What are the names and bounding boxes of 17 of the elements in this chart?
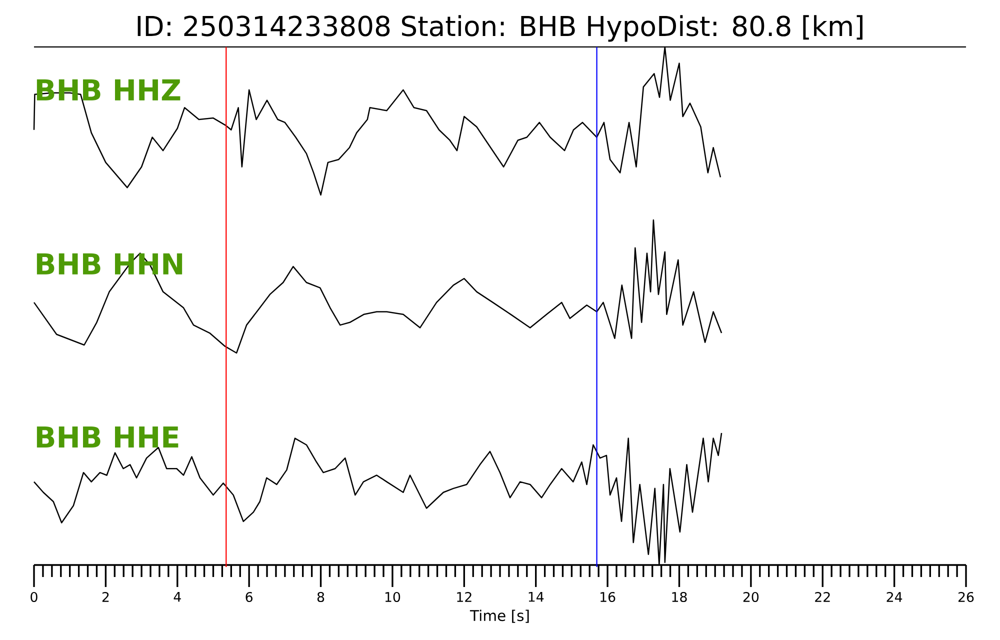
x-tick-label: 26 bbox=[958, 592, 974, 602]
x-tick-label: 2 bbox=[102, 592, 109, 602]
x-axis-title: Time [s] bbox=[470, 610, 529, 623]
x-tick-label: 6 bbox=[246, 592, 252, 602]
x-tick-label: 4 bbox=[174, 592, 181, 602]
x-tick-label: 22 bbox=[815, 592, 830, 602]
x-tick-label: 20 bbox=[743, 592, 759, 602]
chart-title: ID: 250314233808 Station: BHB HypoDist: 80.8 [km] bbox=[138, 15, 862, 42]
x-tick-label: 10 bbox=[385, 592, 400, 602]
x-tick-label: 12 bbox=[457, 592, 472, 602]
x-tick-label: 24 bbox=[886, 592, 902, 602]
x-tick-label: 16 bbox=[600, 592, 616, 602]
x-tick-label: 14 bbox=[528, 592, 544, 602]
series-label: BHB HHE bbox=[36, 426, 178, 448]
x-tick-label: 18 bbox=[672, 592, 687, 602]
x-tick-label: 8 bbox=[317, 592, 324, 602]
x-tick-label: 0 bbox=[30, 592, 38, 602]
